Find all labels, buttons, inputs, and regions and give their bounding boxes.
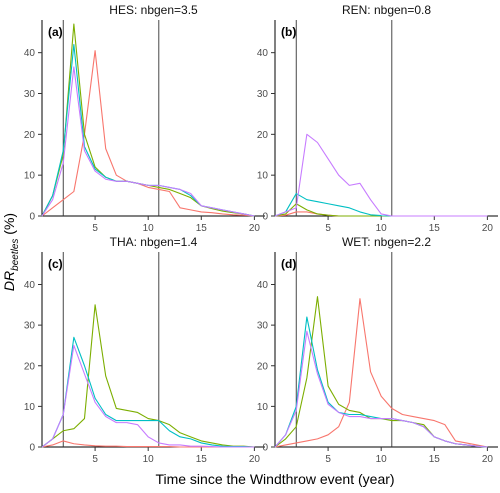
panel-title: HES: nbgen=3.5	[109, 3, 198, 17]
x-tick-label: 20	[249, 454, 261, 465]
x-tick-label: 15	[429, 454, 441, 465]
y-axis-label-sub: beetles	[10, 239, 21, 271]
series-line-3	[274, 316, 488, 448]
series-line-4	[274, 330, 488, 448]
series-line-2	[41, 304, 255, 448]
chart-panels: HES: nbgen=3.5 0 10 20 30 40 5 10 15 20 (a) REN: nb…	[24, 3, 498, 465]
y-tick-label: 20	[24, 130, 36, 141]
x-tick-label: 20	[482, 223, 494, 234]
y-axis-label-main: DR	[1, 271, 17, 291]
panel-label: (c)	[48, 257, 63, 271]
x-tick-label: 20	[249, 223, 261, 234]
panel-title: REN: nbgen=0.8	[342, 3, 431, 17]
chart-panel-3: THA: nbgen=1.4 0 10 20 30 40 5 10 15 20 (c)	[24, 235, 265, 465]
series-line-4	[41, 344, 255, 448]
x-tick-label: 5	[325, 454, 331, 465]
x-axis-label: Time since the Windthrow event (year)	[155, 471, 394, 487]
y-tick-label: 20	[24, 361, 36, 372]
y-tick-label: 30	[24, 89, 36, 100]
series-line-3	[274, 192, 488, 217]
y-tick-label: 40	[257, 48, 269, 59]
panel-title: THA: nbgen=1.4	[110, 235, 198, 249]
x-tick-label: 5	[92, 454, 98, 465]
panel-label: (b)	[281, 25, 296, 39]
x-tick-label: 5	[325, 223, 331, 234]
y-tick-label: 20	[257, 361, 269, 372]
y-tick-label: 10	[24, 171, 36, 182]
y-tick-label: 0	[262, 212, 268, 223]
x-tick-label: 10	[143, 223, 155, 234]
y-tick-label: 30	[24, 321, 36, 332]
y-tick-label: 0	[29, 443, 35, 454]
y-tick-label: 0	[262, 443, 268, 454]
y-tick-label: 30	[257, 321, 269, 332]
y-tick-label: 10	[24, 402, 36, 413]
y-tick-label: 10	[257, 402, 269, 413]
series-line-4	[41, 66, 255, 217]
chart-panel-4: WET: nbgen=2.2 0 10 20 30 40 5 10 15 20 (d)	[257, 235, 498, 465]
x-tick-label: 10	[143, 454, 155, 465]
panel-label: (d)	[281, 257, 296, 271]
x-tick-label: 15	[196, 223, 208, 234]
panel-label: (a)	[48, 25, 63, 39]
y-tick-label: 10	[257, 171, 269, 182]
x-tick-label: 15	[196, 454, 208, 465]
x-tick-label: 5	[92, 223, 98, 234]
y-axis-label: DRbeetles (%)	[1, 213, 21, 291]
y-axis-label-unit: (%)	[1, 213, 17, 239]
y-tick-label: 0	[29, 212, 35, 223]
x-tick-label: 10	[376, 223, 388, 234]
y-tick-label: 40	[257, 280, 269, 291]
series-line-1	[41, 50, 255, 217]
y-tick-label: 40	[24, 280, 36, 291]
y-tick-label: 40	[24, 48, 36, 59]
y-tick-label: 30	[257, 89, 269, 100]
series-line-3	[41, 336, 255, 448]
x-tick-label: 20	[482, 454, 494, 465]
series-line-4	[274, 133, 488, 217]
y-tick-label: 20	[257, 130, 269, 141]
panel-title: WET: nbgen=2.2	[342, 235, 431, 249]
chart-panel-1: HES: nbgen=3.5 0 10 20 30 40 5 10 15 20 (a)	[24, 3, 265, 234]
series-line-1	[274, 298, 488, 448]
x-tick-label: 15	[429, 223, 441, 234]
chart-panel-2: REN: nbgen=0.8 0 10 20 30 40 5 10 15 20 (b)	[257, 3, 498, 234]
x-tick-label: 10	[376, 454, 388, 465]
